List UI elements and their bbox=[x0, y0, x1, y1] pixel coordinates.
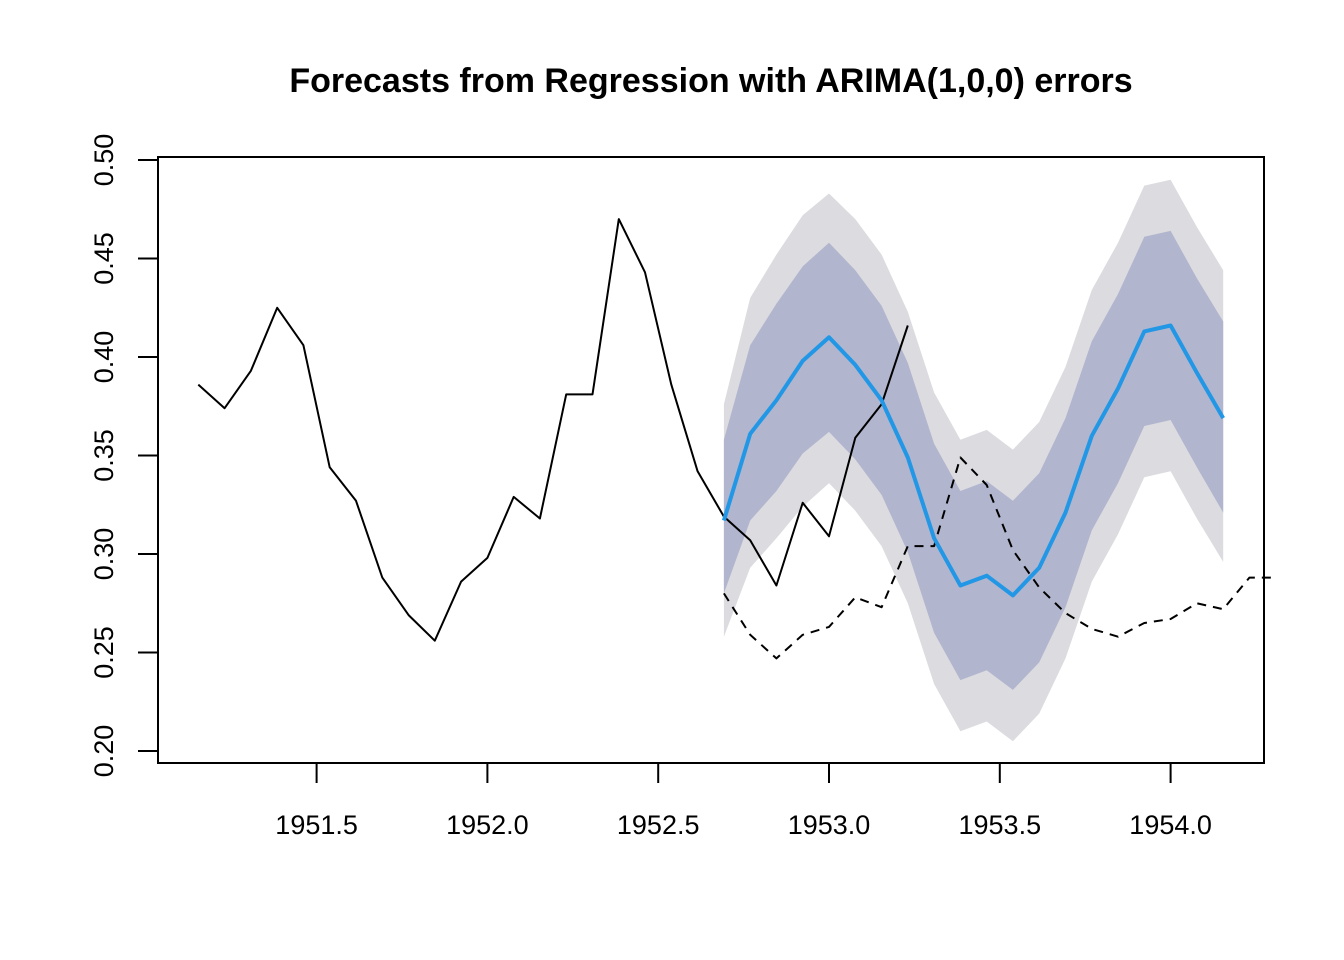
y-tick-label: 0.45 bbox=[89, 232, 119, 285]
y-tick-label: 0.40 bbox=[89, 331, 119, 384]
x-tick-label: 1952.0 bbox=[446, 810, 529, 840]
series-line-test bbox=[723, 325, 909, 587]
x-tick-label: 1953.5 bbox=[959, 810, 1042, 840]
y-tick-label: 0.20 bbox=[89, 725, 119, 778]
chart-title: Forecasts from Regression with ARIMA(1,0… bbox=[289, 62, 1132, 100]
y-tick-label: 0.25 bbox=[89, 626, 119, 679]
series-lines bbox=[197, 218, 1276, 660]
x-tick-label: 1954.0 bbox=[1129, 810, 1212, 840]
x-tick-label: 1952.5 bbox=[617, 810, 700, 840]
y-tick-label: 0.35 bbox=[89, 429, 119, 482]
y-tick-label: 0.50 bbox=[89, 134, 119, 187]
series-line-regressor bbox=[723, 456, 1276, 660]
prediction-intervals bbox=[723, 179, 1224, 742]
x-axis: 1951.5 1952.0 1952.5 1953.0 1953.5 1954.0 bbox=[275, 763, 1212, 840]
x-tick-label: 1951.5 bbox=[275, 810, 358, 840]
series-line-observed bbox=[197, 218, 725, 642]
plot-frame bbox=[157, 156, 1265, 764]
y-axis: 0.20 0.25 0.30 0.35 0.40 0.45 0.50 bbox=[89, 134, 158, 778]
y-tick-label: 0.30 bbox=[89, 528, 119, 581]
band-80-percent bbox=[723, 230, 1224, 690]
series-line-forecast bbox=[721, 323, 1225, 598]
x-tick-label: 1953.0 bbox=[788, 810, 871, 840]
